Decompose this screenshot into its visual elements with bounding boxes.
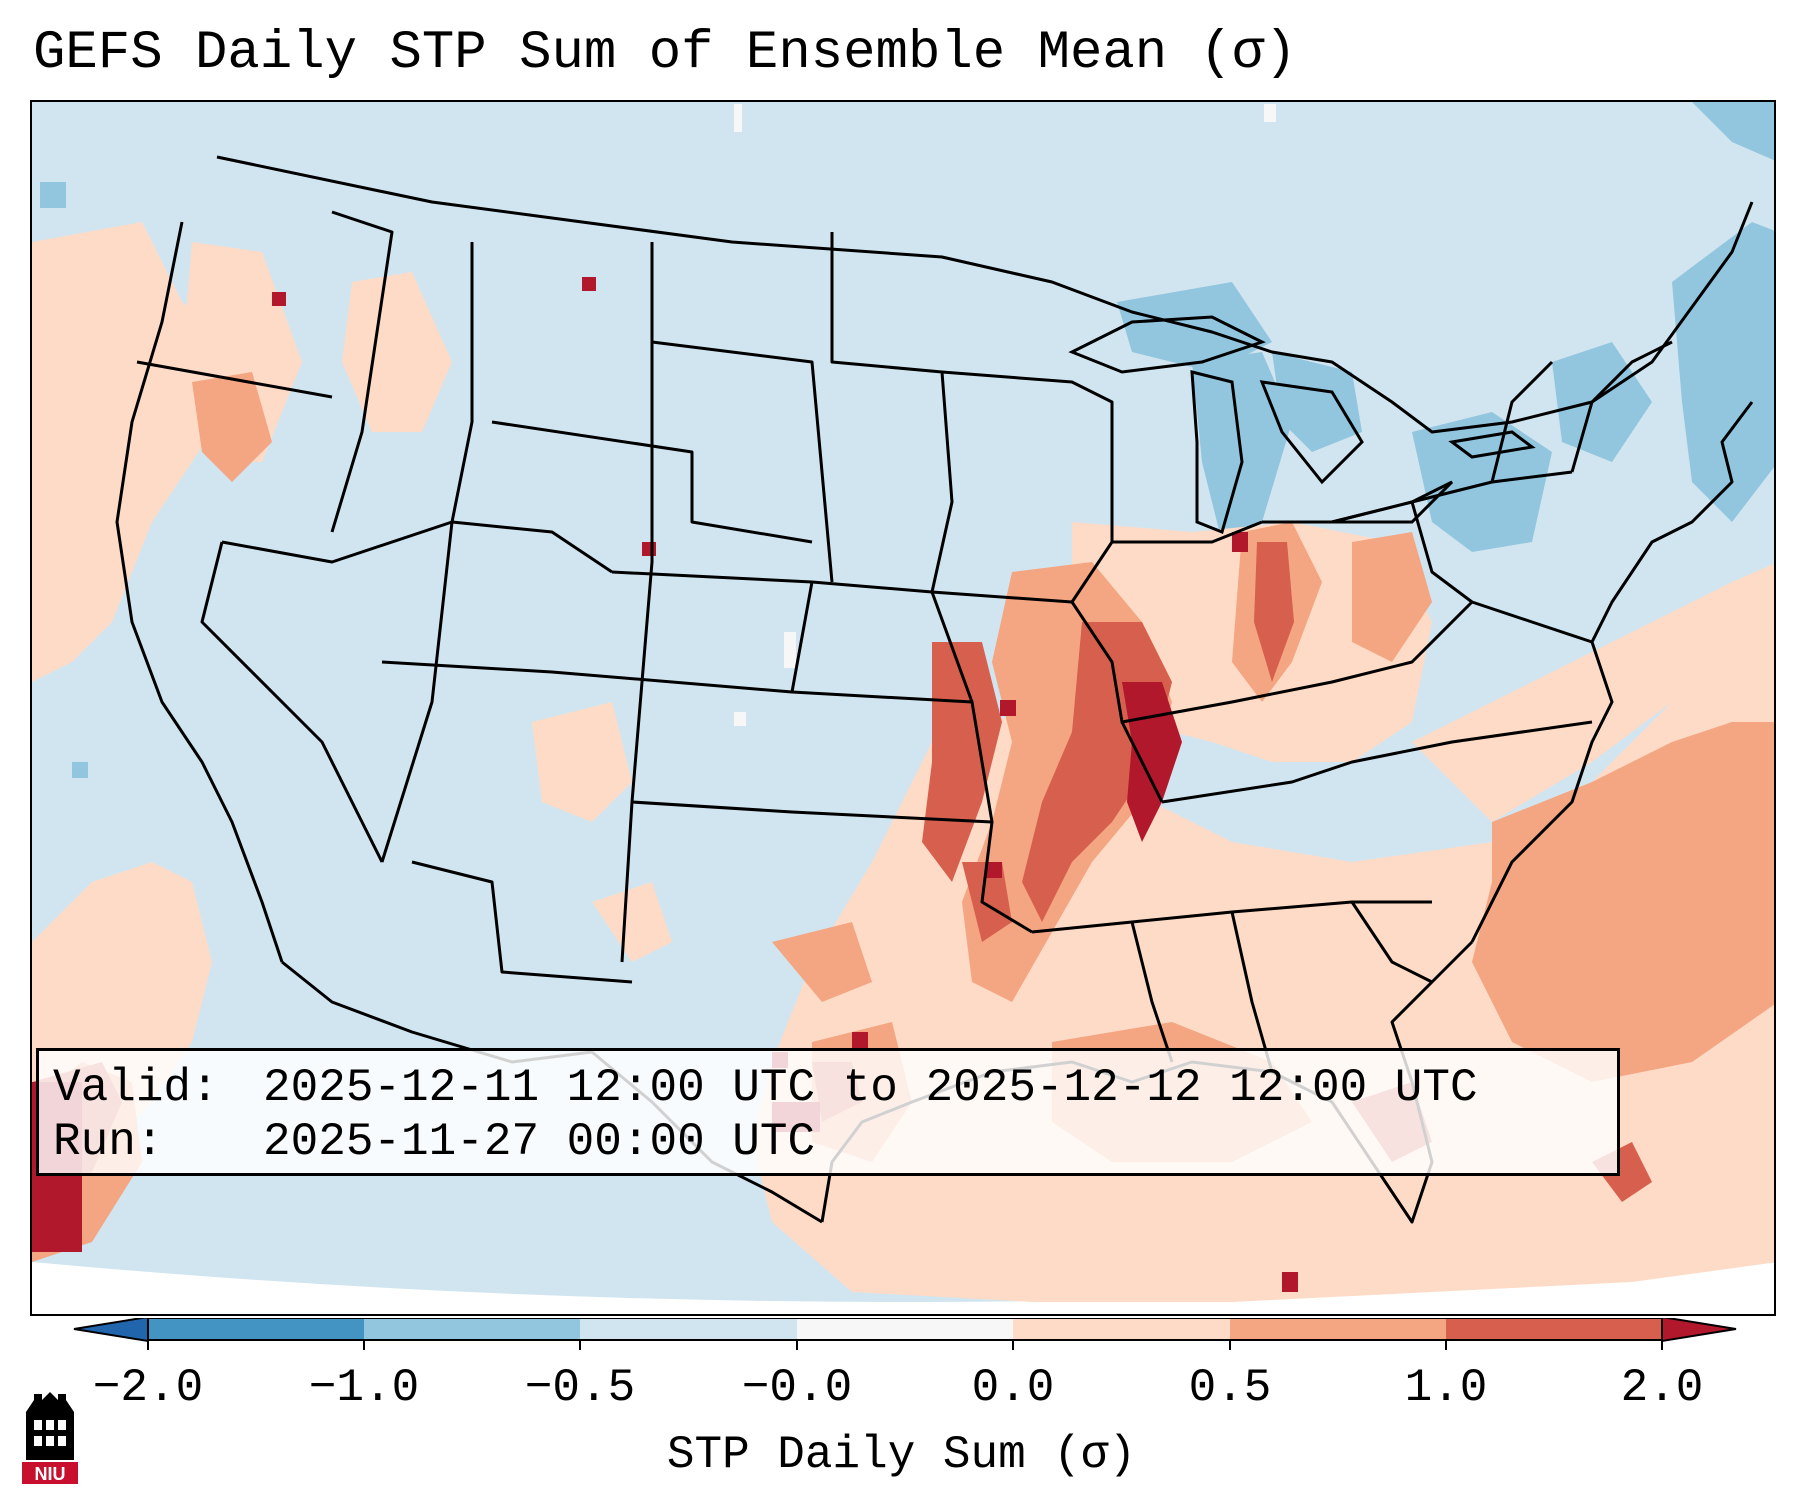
niu-logo: NIU	[20, 1390, 80, 1486]
colorbar-segment-0	[148, 1318, 364, 1340]
colorbar-outline	[147, 1317, 1663, 1341]
light-blue-patches	[40, 102, 1774, 778]
great-lakes	[1068, 315, 1536, 535]
tick-label: 0.0	[971, 1362, 1055, 1414]
colorbar-under-arrow	[73, 1315, 149, 1343]
colorbar-segment-1	[364, 1318, 580, 1340]
run-value: 2025-11-27 00:00 UTC	[263, 1116, 816, 1168]
valid-row: Valid: 2025-12-11 12:00 UTC to 2025-12-12…	[53, 1061, 1603, 1115]
logo-text: NIU	[35, 1464, 66, 1484]
valid-run-info-box: Valid: 2025-12-11 12:00 UTC to 2025-12-12…	[36, 1048, 1620, 1176]
niu-logo-svg: NIU	[22, 1392, 78, 1484]
run-row: Run: 2025-11-27 00:00 UTC	[53, 1115, 1603, 1169]
colorbar	[0, 1315, 1803, 1378]
tick-label: 0.5	[1188, 1362, 1272, 1414]
tick-label: −1.0	[308, 1362, 420, 1414]
colorbar-segment-2	[580, 1318, 797, 1340]
colorbar-segment-3	[797, 1318, 1013, 1340]
valid-label: Valid:	[53, 1062, 219, 1114]
colorbar-label: STP Daily Sum (σ)	[666, 1429, 1137, 1481]
tick-label: 1.0	[1404, 1362, 1488, 1414]
colorbar-segment-4	[1013, 1318, 1230, 1340]
tick-label: 2.0	[1620, 1362, 1704, 1414]
logo-band	[22, 1462, 78, 1484]
chart-title: GEFS Daily STP Sum of Ensemble Mean (σ)	[33, 23, 1297, 84]
colorbar-svg	[73, 1315, 1737, 1350]
tick-label: −0.0	[741, 1362, 853, 1414]
colorbar-tick-marks	[147, 1340, 1663, 1350]
tick-label: −0.5	[524, 1362, 636, 1414]
valid-value: 2025-12-11 12:00 UTC to 2025-12-12 12:00…	[263, 1062, 1478, 1114]
projection-edge	[32, 1262, 1774, 1314]
colorbar-ticks: −2.0 −1.0 −0.5 −0.0 0.0 0.5 1.0 2.0	[0, 1360, 1803, 1420]
logo-windows	[34, 1420, 66, 1446]
colorbar-segment-6	[1446, 1318, 1662, 1340]
run-label: Run:	[53, 1116, 164, 1168]
colorbar-segment-5	[1230, 1318, 1446, 1340]
white-cells	[734, 104, 1276, 726]
tick-label: −2.0	[92, 1362, 204, 1414]
colorbar-over-arrow	[1661, 1315, 1737, 1343]
